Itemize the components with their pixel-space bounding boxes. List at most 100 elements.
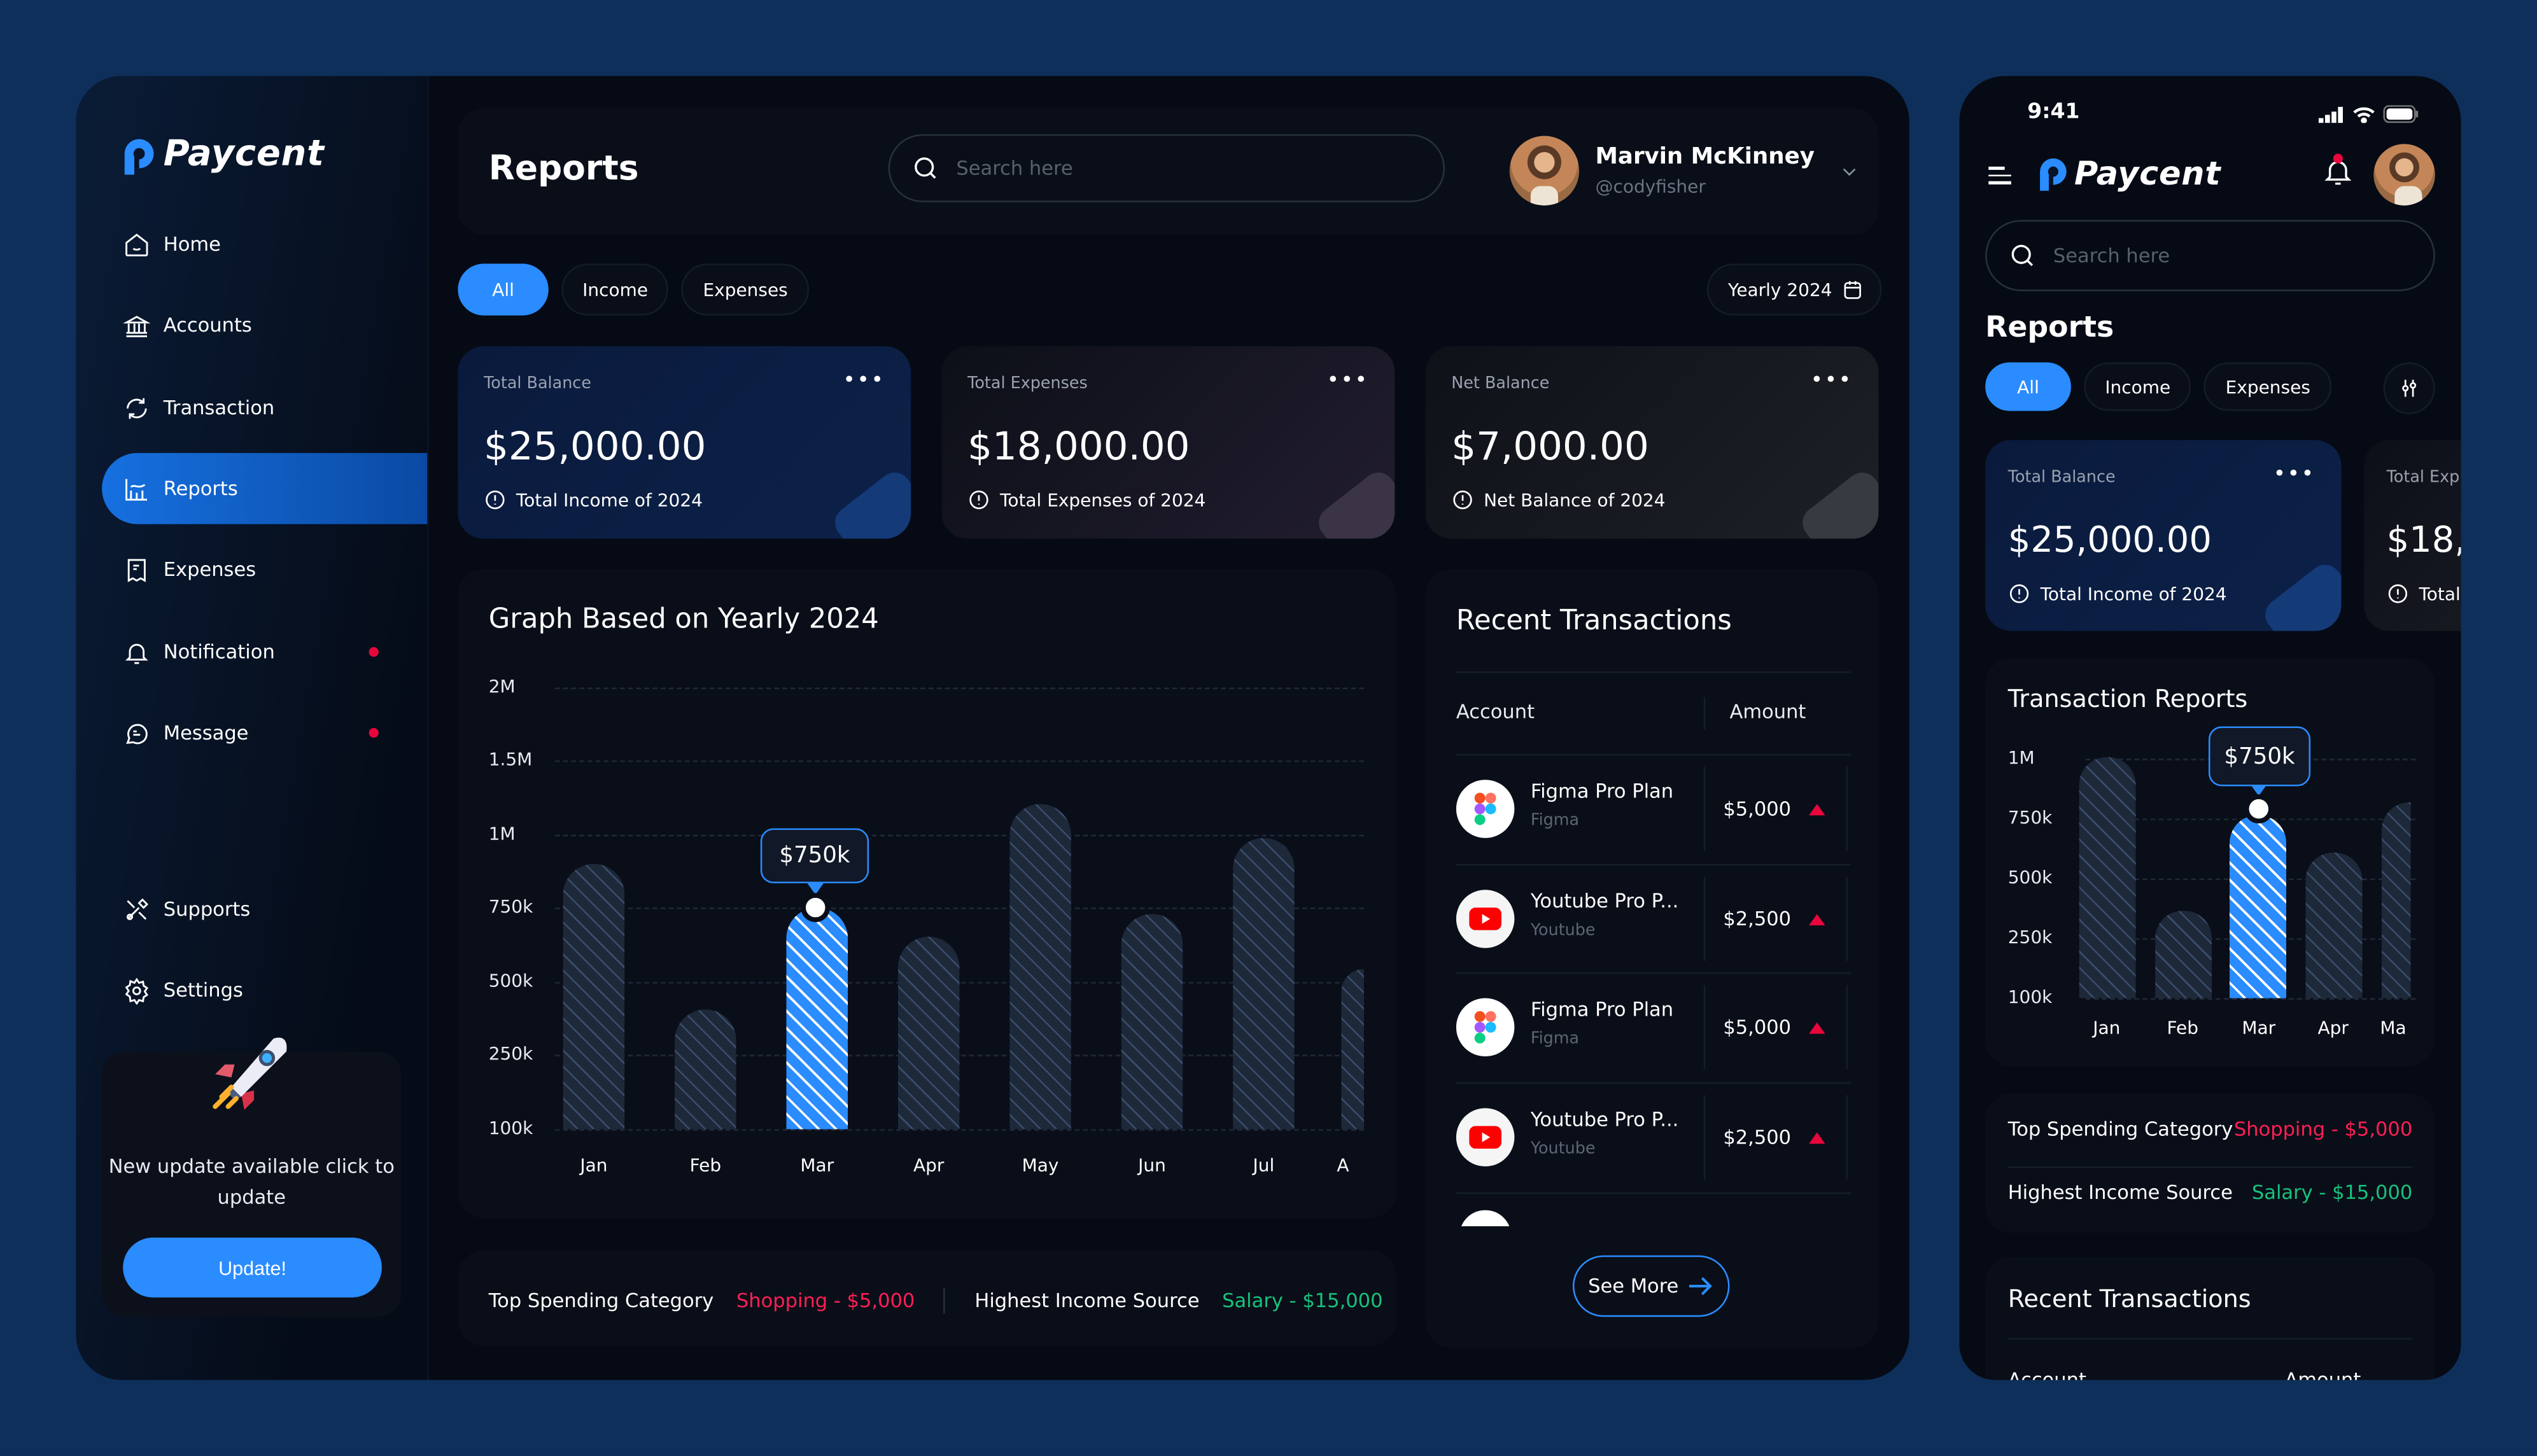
chevron-down-icon[interactable]	[1841, 161, 1860, 181]
top-spending-label: Top Spending Category	[2007, 1117, 2233, 1141]
sidebar-item-label: Reports	[163, 477, 238, 500]
x-tick: Ma	[2380, 1018, 2407, 1039]
recent-transactions-title: Recent Transactions	[1456, 605, 1732, 638]
stat-label: Total Balance	[2007, 469, 2116, 487]
stat-sub-text: Total Income of 2024	[516, 489, 703, 511]
logo-text: Paycent	[163, 134, 325, 175]
bar-feb[interactable]	[675, 1009, 736, 1130]
x-tick: May	[1022, 1155, 1059, 1177]
stat-sub: Total Expenses of 2024	[967, 489, 1205, 512]
sidebar-item-supports[interactable]: Supports	[102, 874, 427, 945]
search-bar[interactable]	[1985, 220, 2435, 291]
wallet-icon	[828, 466, 911, 539]
bar-mar[interactable]	[2230, 815, 2286, 998]
bar-aug[interactable]	[1341, 969, 1364, 1130]
avatar[interactable]	[2373, 144, 2435, 206]
search-input[interactable]	[953, 155, 1413, 181]
more-icon[interactable]: •••	[1326, 368, 1369, 393]
x-tick: Feb	[689, 1155, 722, 1177]
sidebar-item-accounts[interactable]: Accounts	[102, 290, 427, 361]
sidebar: Paycent Home Accounts Transaction Report…	[76, 76, 429, 1380]
bar-feb[interactable]	[2155, 911, 2212, 998]
chart-icon	[125, 478, 148, 500]
gear-icon	[125, 977, 149, 1004]
y-tick: 750k	[2007, 807, 2053, 829]
filter-button[interactable]	[2383, 362, 2435, 414]
avatar[interactable]	[1509, 136, 1580, 206]
transaction-source: Youtube	[1530, 1140, 1596, 1159]
more-icon[interactable]: •••	[1810, 368, 1853, 393]
summary-bar: Top Spending Category Shopping - $5,000 …	[458, 1250, 1396, 1347]
tab-all[interactable]: All	[1985, 362, 2071, 411]
see-more-button[interactable]: See More	[1572, 1255, 1730, 1317]
period-selector[interactable]: Yearly 2024	[1706, 263, 1883, 316]
bar-may[interactable]	[1009, 804, 1071, 1130]
transaction-name: Youtube Pro P...	[1530, 1108, 1679, 1131]
paycent-logo-icon	[124, 138, 154, 174]
divider	[1846, 985, 1848, 1070]
user-handle: @codyfisher	[1595, 176, 1706, 198]
bar-jun[interactable]	[1121, 914, 1183, 1130]
sidebar-item-reports[interactable]: Reports	[102, 452, 428, 524]
bar-jan[interactable]	[2079, 757, 2136, 998]
divider	[1456, 1082, 1852, 1084]
hamburger-menu-icon[interactable]	[1988, 162, 2011, 188]
search-input[interactable]	[2049, 242, 2413, 269]
arrow-up-icon	[1809, 1132, 1825, 1144]
sidebar-item-transaction[interactable]: Transaction	[102, 372, 427, 444]
transaction-row[interactable]: Youtube Pro P... Youtube $2,500	[1456, 876, 1851, 962]
tab-expenses[interactable]: Expenses	[682, 263, 809, 316]
bar-jan[interactable]	[563, 864, 625, 1130]
battery-icon	[2383, 105, 2419, 123]
transaction-source: Figma	[1530, 1030, 1580, 1049]
see-more-label: See More	[1588, 1275, 1679, 1298]
more-icon[interactable]: •••	[843, 368, 885, 393]
stat-sub-text: Total	[2419, 583, 2461, 605]
tab-income[interactable]: Income	[2084, 362, 2192, 411]
y-tick: 750k	[488, 896, 533, 918]
sidebar-item-message[interactable]: Message	[102, 697, 427, 769]
divider	[1846, 767, 1848, 851]
sidebar-item-settings[interactable]: Settings	[102, 955, 427, 1026]
logo[interactable]: Paycent	[122, 134, 325, 175]
divider	[1703, 876, 1706, 962]
transaction-row[interactable]: Youtube Pro P... Youtube $2,500	[1456, 1095, 1851, 1180]
y-tick: 250k	[488, 1043, 533, 1065]
transaction-row[interactable]: Figma Pro Plan Figma $5,000	[1456, 985, 1851, 1070]
bar-may[interactable]	[2381, 802, 2411, 998]
chart-tooltip: $750k	[760, 828, 869, 884]
search-bar[interactable]	[888, 134, 1445, 202]
update-button[interactable]: Update!	[123, 1237, 382, 1298]
bar-jul[interactable]	[1233, 837, 1295, 1130]
stat-label: Total Exp	[2386, 469, 2460, 487]
sliders-icon	[2402, 379, 2417, 397]
stat-value: $25,000.00	[484, 424, 706, 470]
bank-icon	[123, 314, 151, 337]
stat-label: Net Balance	[1451, 375, 1550, 393]
info-icon	[1453, 490, 1472, 510]
tab-expenses[interactable]: Expenses	[2204, 362, 2331, 411]
more-icon[interactable]: •••	[2273, 463, 2316, 487]
sidebar-item-expenses[interactable]: Expenses	[102, 534, 427, 605]
chart-point-marker[interactable]	[801, 893, 831, 923]
x-tick: Jul	[1253, 1155, 1275, 1177]
logo-text: Paycent	[2074, 153, 2221, 193]
user-profile[interactable]: Marvin McKinney @codyfisher	[1509, 136, 1860, 206]
tab-all[interactable]: All	[458, 263, 549, 316]
stat-value: $25,000.00	[2007, 521, 2212, 562]
tab-income[interactable]: Income	[561, 263, 670, 316]
bar-apr[interactable]	[897, 936, 960, 1130]
sidebar-item-label: Message	[163, 721, 249, 745]
y-tick: 100k	[488, 1117, 533, 1139]
bar-apr[interactable]	[2305, 852, 2363, 998]
sidebar-item-notification[interactable]: Notification	[102, 617, 427, 688]
transaction-name: Youtube Pro P...	[1530, 890, 1679, 913]
transaction-row[interactable]: Figma Pro Plan Figma $5,000	[1456, 767, 1851, 851]
chart-point-marker[interactable]	[2244, 794, 2273, 823]
divider	[2007, 1338, 2413, 1340]
logo[interactable]: Paycent	[2037, 154, 2221, 193]
arrow-up-icon	[1809, 914, 1825, 926]
sidebar-item-home[interactable]: Home	[102, 209, 427, 280]
divider	[2007, 1166, 2413, 1168]
bar-mar[interactable]	[786, 907, 848, 1130]
